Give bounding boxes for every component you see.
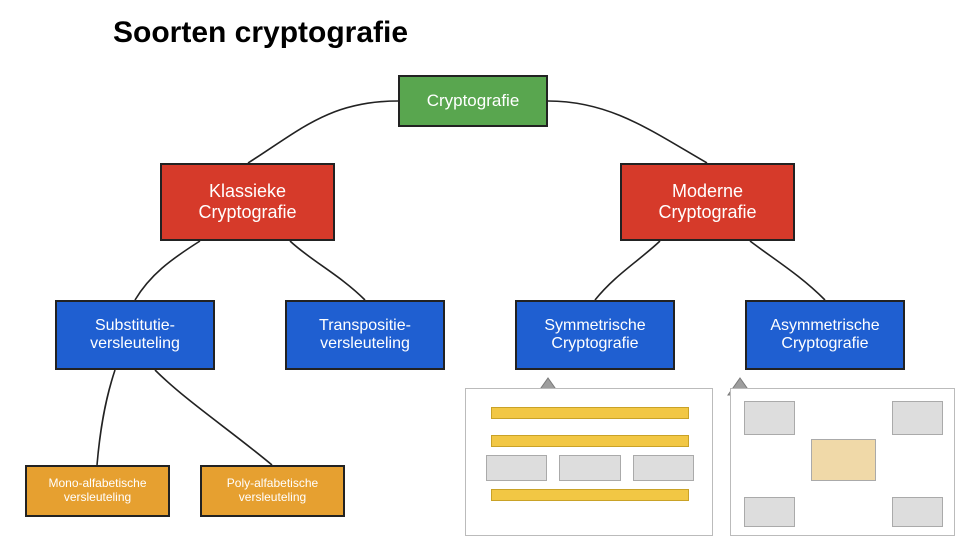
node-label: Cryptografie xyxy=(427,91,520,111)
node-label: Mono-alfabetischeversleuteling xyxy=(48,477,146,505)
page-title: Soorten cryptografie xyxy=(113,16,408,50)
asymmetric-crypto-illustration xyxy=(730,388,955,536)
symmetric-crypto-illustration xyxy=(465,388,713,536)
node-label: Substitutie-versleuteling xyxy=(90,317,180,354)
node-subst: Substitutie-versleuteling xyxy=(55,300,215,370)
node-label: SymmetrischeCryptografie xyxy=(544,317,645,354)
node-label: AsymmetrischeCryptografie xyxy=(770,317,879,354)
node-symm: SymmetrischeCryptografie xyxy=(515,300,675,370)
node-modern: ModerneCryptografie xyxy=(620,163,795,241)
node-root: Cryptografie xyxy=(398,75,548,127)
node-classic: KlassiekeCryptografie xyxy=(160,163,335,241)
node-transp: Transpositie-versleuteling xyxy=(285,300,445,370)
node-label: KlassiekeCryptografie xyxy=(198,181,296,222)
node-asymm: AsymmetrischeCryptografie xyxy=(745,300,905,370)
node-poly: Poly-alfabetischeversleuteling xyxy=(200,465,345,517)
node-mono: Mono-alfabetischeversleuteling xyxy=(25,465,170,517)
node-label: ModerneCryptografie xyxy=(658,181,756,222)
node-label: Transpositie-versleuteling xyxy=(319,317,411,354)
node-label: Poly-alfabetischeversleuteling xyxy=(227,477,318,505)
